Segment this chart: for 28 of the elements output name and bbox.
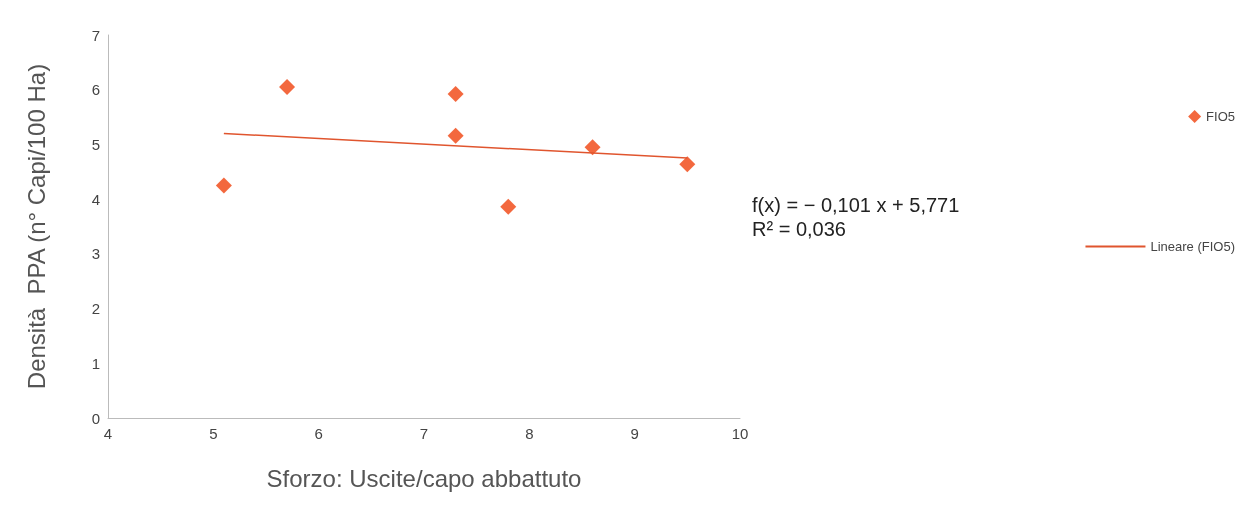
y-tick-label: 3: [91, 245, 100, 263]
y-tick-label: 7: [91, 26, 100, 44]
y-tick-label: 4: [91, 190, 100, 208]
text: R² = 0,036: [752, 218, 846, 240]
y-axis-title: Densità PPA (n° Capi/100 Ha): [22, 63, 50, 390]
x-tick-label: 5: [209, 425, 218, 442]
point: [447, 127, 464, 144]
x-tick-label: 9: [630, 425, 639, 442]
x-tick-label: 8: [525, 425, 534, 442]
y-tick-label: 2: [91, 300, 100, 318]
x-tick-label: 7: [419, 425, 429, 442]
x-axis-title: Sforzo: Uscite/capo abbattuto: [266, 464, 582, 492]
point: [500, 198, 517, 215]
point: [584, 139, 601, 156]
point: [215, 177, 232, 194]
point: [279, 78, 296, 95]
text: f(x) = − 0,101 x + 5,771: [752, 194, 960, 216]
y-tick-label: 5: [91, 135, 100, 153]
y-tick-label: 1: [91, 354, 100, 372]
legend-label: FIO5: [1206, 109, 1236, 124]
point: [447, 86, 464, 103]
y-tick-label: 0: [91, 409, 100, 427]
y-tick-label: 6: [91, 81, 100, 99]
legend-label: Lineare (FIO5): [1150, 239, 1236, 254]
x-tick-label: 6: [314, 425, 323, 442]
x-tick-label: 10: [731, 425, 749, 442]
point: [679, 156, 696, 173]
x-tick-label: 4: [103, 425, 113, 442]
